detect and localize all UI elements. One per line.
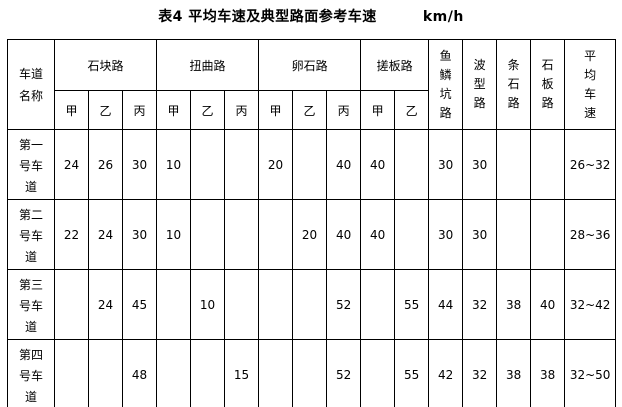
data-cell: 15	[224, 339, 260, 407]
data-cell	[394, 199, 430, 270]
data-cell	[394, 129, 430, 200]
data-cell: 48	[121, 339, 158, 407]
header-average-speed: 平 均 车 速	[564, 39, 617, 130]
data-cell: 38	[530, 339, 566, 407]
table-title-unit: km/h	[422, 9, 464, 25]
data-cell: 32~42	[564, 269, 617, 340]
lane-name-cell: 第二 号车 道	[7, 199, 55, 270]
group-header-pebble-road: 卵石路	[258, 39, 362, 91]
data-cell: 30	[428, 129, 464, 200]
lane-name-cell: 第三 号车 道	[7, 269, 55, 340]
sub-header-cell: 丙	[326, 90, 362, 130]
sub-header-cell: 甲	[360, 90, 396, 130]
data-cell: 26~32	[564, 129, 617, 200]
data-cell: 44	[428, 269, 464, 340]
data-cell	[360, 269, 396, 340]
data-cell: 10	[156, 199, 192, 270]
sub-header-cell: 乙	[88, 90, 123, 130]
sub-header-cell: 甲	[156, 90, 192, 130]
data-cell: 45	[121, 269, 158, 340]
table-row-lane-3: 第三 号车 道 24 45 10 52 55 44 32 38 40 32~42	[7, 269, 617, 340]
data-cell: 30	[121, 129, 158, 200]
data-cell: 38	[496, 269, 532, 340]
data-cell: 40	[360, 199, 396, 270]
sub-header-cell: 乙	[292, 90, 328, 130]
sub-header-cell: 丙	[224, 90, 260, 130]
data-cell	[224, 199, 260, 270]
sub-header-cell: 甲	[258, 90, 294, 130]
group-header-washboard-road: 搓板路	[360, 39, 430, 91]
data-cell	[190, 339, 226, 407]
data-cell: 42	[428, 339, 464, 407]
sub-header-cell: 乙	[190, 90, 226, 130]
data-cell: 55	[394, 339, 430, 407]
data-cell	[190, 199, 226, 270]
data-cell: 32	[462, 339, 498, 407]
table-row-lane-2: 第二 号车 道 22 24 30 10 20 40 40 30 30 28~36	[7, 199, 617, 270]
data-cell: 40	[530, 269, 566, 340]
data-cell	[258, 339, 294, 407]
data-cell: 52	[326, 339, 362, 407]
data-cell	[258, 269, 294, 340]
data-cell: 24	[54, 129, 89, 200]
table-row-lane-4: 第四 号车 道 48 15 52 55 42 32 38 38 32~50	[7, 339, 617, 407]
table-title-text: 表4 平均车速及典型路面参考车速	[158, 9, 377, 25]
data-cell	[190, 129, 226, 200]
data-cell	[156, 269, 192, 340]
lane-name-cell: 第一 号车 道	[7, 129, 55, 200]
data-cell	[530, 129, 566, 200]
lane-name-header-cell: 车道 名称	[7, 39, 55, 130]
data-cell	[54, 339, 89, 407]
data-cell: 40	[360, 129, 396, 200]
sub-header-cell: 甲	[54, 90, 89, 130]
group-header-stone-block-road: 石块路	[53, 39, 158, 91]
data-cell	[292, 269, 328, 340]
data-cell: 22	[54, 199, 89, 270]
sub-header-cell: 乙	[394, 90, 430, 130]
data-cell	[292, 129, 328, 200]
data-cell	[258, 199, 294, 270]
data-cell	[224, 269, 260, 340]
table-row-lane-1: 第一 号车 道 24 26 30 10 20 40 40 30 30 26~32	[7, 129, 617, 200]
data-cell: 30	[462, 129, 498, 200]
data-cell: 10	[156, 129, 192, 200]
data-cell: 32~50	[564, 339, 617, 407]
data-cell	[156, 339, 192, 407]
sub-header-cell: 丙	[121, 90, 158, 130]
header-fish-scale-pit-road: 鱼 鳞 坑 路	[428, 39, 464, 130]
data-cell: 20	[258, 129, 294, 200]
data-cell: 52	[326, 269, 362, 340]
data-cell: 20	[292, 199, 328, 270]
document-title: 表4 平均车速及典型路面参考车速 km/h	[0, 6, 622, 26]
data-cell	[496, 199, 532, 270]
data-cell: 30	[121, 199, 158, 270]
data-cell: 55	[394, 269, 430, 340]
data-cell: 30	[462, 199, 498, 270]
data-cell: 40	[326, 129, 362, 200]
header-stone-slab-road: 石 板 路	[530, 39, 566, 130]
data-cell	[54, 269, 89, 340]
data-cell: 28~36	[564, 199, 617, 270]
data-cell	[360, 339, 396, 407]
data-cell	[224, 129, 260, 200]
data-cell	[292, 339, 328, 407]
data-cell	[496, 129, 532, 200]
header-wave-road: 波 型 路	[462, 39, 498, 130]
data-cell: 24	[88, 269, 123, 340]
data-cell: 26	[88, 129, 123, 200]
data-cell	[88, 339, 123, 407]
data-cell: 10	[190, 269, 226, 340]
data-cell: 38	[496, 339, 532, 407]
data-cell: 30	[428, 199, 464, 270]
speed-table: 车道 名称 石块路 扭曲路 卵石路 搓板路 鱼 鳞 坑 路 波 型 路 条 石 …	[7, 39, 617, 407]
data-cell	[530, 199, 566, 270]
lane-name-cell: 第四 号车 道	[7, 339, 55, 407]
data-cell: 40	[326, 199, 362, 270]
data-cell: 32	[462, 269, 498, 340]
header-strip-stone-road: 条 石 路	[496, 39, 532, 130]
group-header-twisted-road: 扭曲路	[156, 39, 260, 91]
data-cell: 24	[88, 199, 123, 270]
